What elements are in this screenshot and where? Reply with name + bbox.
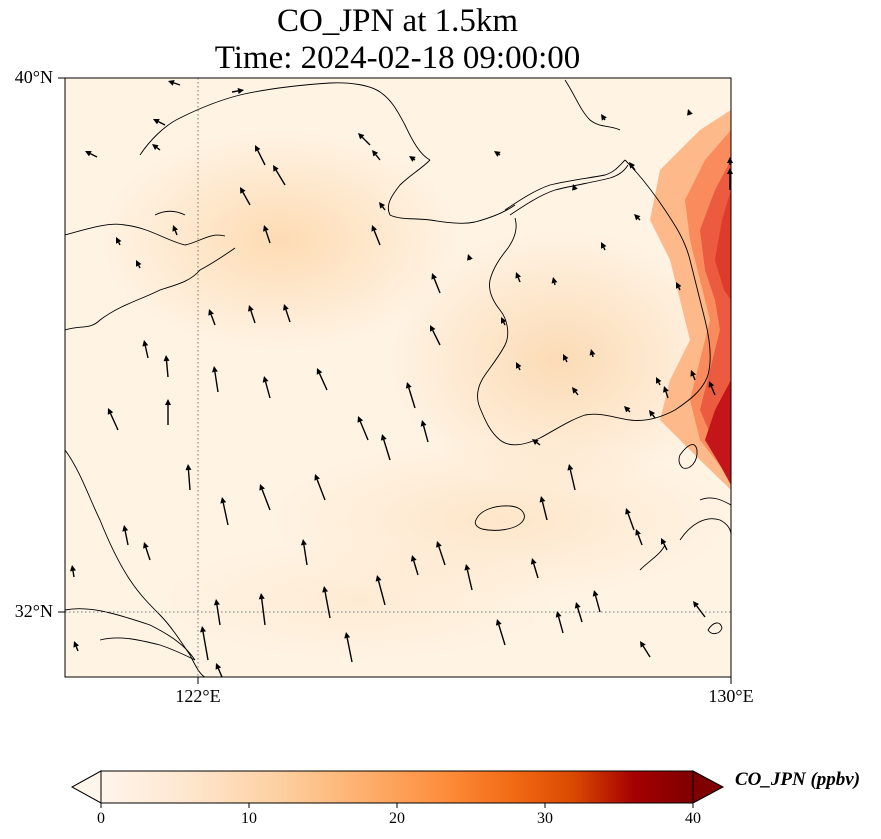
wind-arrow: [554, 283, 555, 285]
wind-arrow: [592, 355, 593, 357]
lat-label-32n: 32°N: [15, 601, 53, 622]
wind-arrow: [604, 119, 605, 120]
lon-label-122e: 122°E: [175, 686, 220, 707]
wind-arrow: [414, 159, 415, 160]
lat-label-40n: 40°N: [15, 67, 53, 88]
colorbar-tick-30: 30: [537, 810, 553, 828]
lon-label-130e: 130°E: [708, 686, 753, 707]
wind-arrow: [232, 91, 238, 92]
colorbar-tick-20: 20: [389, 810, 405, 828]
colorbar-tick-10: 10: [241, 810, 257, 828]
colorbar-tick-0: 0: [97, 810, 105, 828]
wind-arrow: [499, 154, 500, 155]
wind-arrow: [73, 571, 74, 577]
colorbar-label: CO_JPN (ppbv): [735, 769, 860, 791]
colorbar: [72, 771, 723, 808]
colorbar-tick-40: 40: [685, 810, 701, 828]
